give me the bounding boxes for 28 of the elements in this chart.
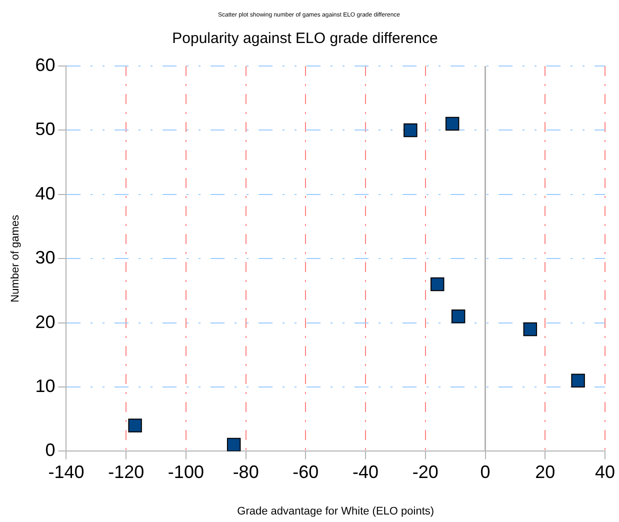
x-tick-label: -20	[412, 462, 438, 482]
chart-title: Popularity against ELO grade difference	[172, 30, 438, 48]
point	[226, 438, 241, 452]
point	[445, 116, 460, 131]
y-tick-label: 20	[35, 312, 56, 332]
y-tick-label: 0	[45, 440, 56, 460]
point	[571, 374, 585, 388]
x-tick-label: 20	[535, 462, 556, 482]
x-tick-label: -120	[108, 462, 144, 482]
x-tick-label: 0	[480, 462, 490, 482]
y-tick-label: 60	[35, 54, 56, 75]
y-tick-label: 10	[35, 376, 56, 396]
y-axis-title: Number of games	[10, 214, 22, 302]
y-tick-label: 30	[35, 248, 56, 268]
point	[451, 310, 466, 324]
x-tick-label: 40	[594, 462, 616, 482]
point	[430, 277, 444, 292]
x-tick-label: -80	[232, 462, 259, 482]
y-tick-label: 50	[35, 119, 56, 140]
x-tick-label: -60	[292, 462, 319, 482]
point	[404, 123, 418, 138]
point	[128, 418, 142, 432]
y-tick-label: 40	[35, 183, 56, 204]
x-tick-label: -40	[352, 462, 379, 482]
x-tick-label: -140	[48, 462, 84, 482]
x-axis-title: Grade advantage for White (ELO points)	[237, 505, 434, 518]
point	[523, 322, 538, 336]
x-tick-label: -100	[168, 462, 204, 482]
